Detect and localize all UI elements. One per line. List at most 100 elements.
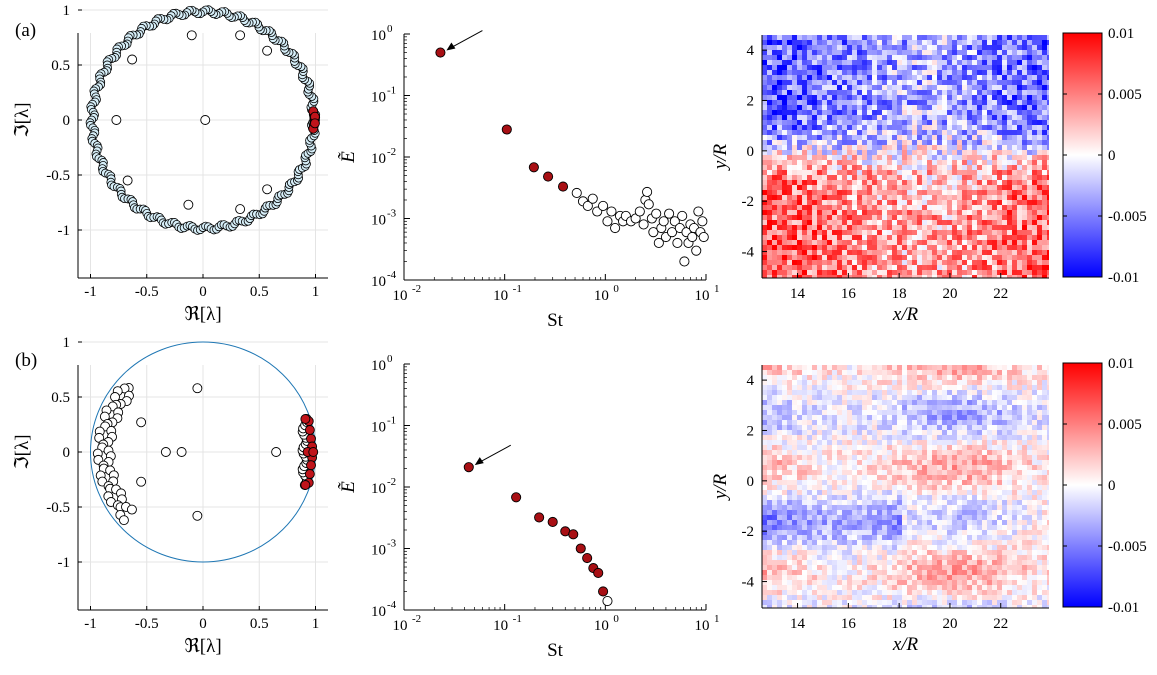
field-cell — [952, 70, 957, 75]
field-cell — [852, 240, 857, 245]
field-cell — [1022, 110, 1027, 115]
field-cell — [967, 50, 972, 55]
field-cell — [1047, 275, 1049, 278]
field-cell — [827, 455, 832, 460]
field-cell — [992, 40, 997, 45]
field-cell — [972, 450, 977, 455]
field-cell — [947, 80, 952, 85]
field-cell — [912, 150, 917, 155]
field-cell — [832, 255, 837, 260]
field-cell — [897, 200, 902, 205]
field-cell — [932, 475, 937, 480]
field-cell — [847, 485, 852, 490]
field-cell — [902, 40, 907, 45]
field-cell — [762, 65, 767, 70]
field-cell — [837, 205, 842, 210]
field-cell — [1022, 120, 1027, 125]
field-cell — [917, 200, 922, 205]
field-cell — [897, 40, 902, 45]
field-cell — [907, 95, 912, 100]
field-cell — [857, 45, 862, 50]
field-cell — [902, 270, 907, 275]
field-cell — [877, 250, 882, 255]
field-cell — [917, 430, 922, 435]
field-cell — [802, 75, 807, 80]
field-cell — [802, 365, 807, 370]
field-cell — [762, 255, 767, 260]
field-cell — [982, 480, 987, 485]
field-cell — [912, 90, 917, 95]
field-cell — [937, 135, 942, 140]
field-cell — [927, 155, 932, 160]
field-cell — [1027, 70, 1032, 75]
field-cell — [1017, 95, 1022, 100]
field-cell — [782, 95, 787, 100]
field-cell — [902, 180, 907, 185]
field-cell — [902, 235, 907, 240]
field-cell — [1027, 120, 1032, 125]
field-cell — [982, 400, 987, 405]
field-cell — [762, 145, 767, 150]
field-cell — [1042, 90, 1047, 95]
field-cell — [1022, 100, 1027, 105]
field-cell — [1037, 165, 1042, 170]
field-cell — [942, 100, 947, 105]
field-cell — [922, 440, 927, 445]
field-cell — [947, 100, 952, 105]
field-cell — [1017, 375, 1022, 380]
field-cell — [1017, 155, 1022, 160]
field-cell — [1047, 140, 1049, 145]
field-cell — [882, 80, 887, 85]
field-cell — [867, 445, 872, 450]
field-cell — [902, 70, 907, 75]
field-cell — [947, 410, 952, 415]
field-cell — [997, 170, 1002, 175]
field-cell — [977, 105, 982, 110]
field-cell — [842, 425, 847, 430]
field-cell — [792, 435, 797, 440]
field-cell — [957, 440, 962, 445]
field-cell — [922, 425, 927, 430]
field-cell — [1037, 465, 1042, 470]
field-cell — [827, 90, 832, 95]
field-cell — [1032, 440, 1037, 445]
field-cell — [1032, 205, 1037, 210]
field-cell — [1047, 230, 1049, 235]
field-cell — [792, 110, 797, 115]
field-cell — [777, 180, 782, 185]
field-cell — [887, 425, 892, 430]
field-cell — [812, 460, 817, 465]
field-cell — [967, 120, 972, 125]
field-cell — [932, 175, 937, 180]
field-cell — [832, 460, 837, 465]
field-cell — [817, 145, 822, 150]
field-cell — [932, 185, 937, 190]
field-cell — [947, 40, 952, 45]
field-cell — [822, 450, 827, 455]
field-cell — [997, 445, 1002, 450]
field-cell — [912, 80, 917, 85]
field-cell — [857, 390, 862, 395]
field-cell — [932, 50, 937, 55]
field-cell — [822, 435, 827, 440]
field-cell — [932, 270, 937, 275]
field-cell — [787, 270, 792, 275]
field-cell — [992, 170, 997, 175]
field-cell — [997, 450, 1002, 455]
field-cell — [797, 120, 802, 125]
field-cell — [862, 475, 867, 480]
field-cell — [812, 50, 817, 55]
field-cell — [967, 135, 972, 140]
field-cell — [852, 45, 857, 50]
field-cell — [1017, 70, 1022, 75]
field-cell — [772, 50, 777, 55]
field-cell — [812, 425, 817, 430]
field-cell — [992, 450, 997, 455]
field-cell — [972, 375, 977, 380]
field-cell — [887, 205, 892, 210]
field-cell — [807, 370, 812, 375]
field-cell — [917, 65, 922, 70]
field-cell — [1012, 100, 1017, 105]
field-cell — [892, 45, 897, 50]
field-cell — [917, 45, 922, 50]
